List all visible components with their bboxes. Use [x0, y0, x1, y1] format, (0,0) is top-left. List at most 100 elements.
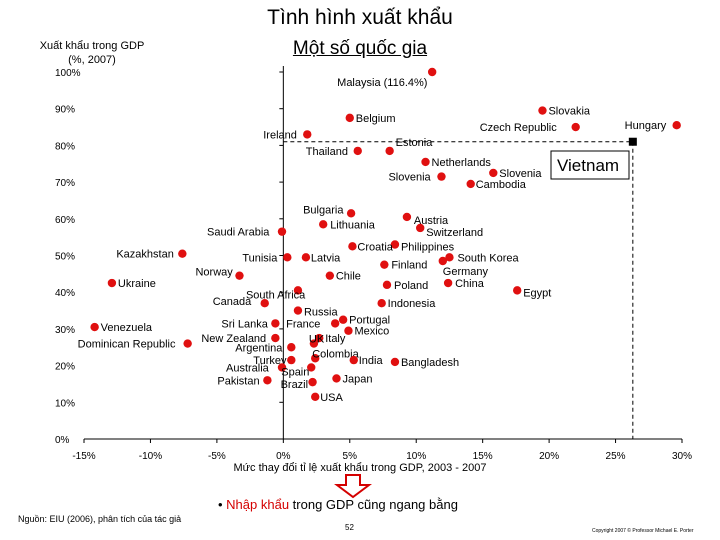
- y-tick-label: 40%: [55, 288, 75, 299]
- x-ticks: -15% -10% -5% 0% 5% 10% 15% 20% 25% 30%: [72, 439, 692, 462]
- label-france: France: [286, 318, 320, 330]
- label-japan: Japan: [342, 373, 372, 385]
- x-tick-label: 0%: [276, 451, 291, 462]
- label-norway: Norway: [195, 267, 233, 279]
- label-south-africa: South Africa: [246, 289, 306, 301]
- point-australia: [277, 363, 287, 372]
- label-mexico: Mexico: [354, 326, 389, 338]
- y-tick-label: 20%: [55, 362, 75, 373]
- point-slovenia: [437, 172, 446, 181]
- label-ireland: Ireland: [263, 129, 297, 141]
- point-usa: [311, 392, 320, 401]
- label-uk: UK: [309, 334, 325, 346]
- label-latvia: Latvia: [311, 252, 341, 264]
- label-philippines: Philippines: [401, 241, 455, 253]
- point-japan: [332, 374, 341, 383]
- y-tick-label: 90%: [55, 105, 75, 116]
- point-bangladesh: [390, 357, 400, 367]
- point-latvia: [301, 253, 311, 262]
- label-colombia: Colombia: [312, 348, 359, 360]
- point-kazakhstan: [178, 249, 187, 258]
- y-tick-label: 50%: [55, 252, 75, 263]
- point-brazil: [308, 377, 317, 387]
- point-new-zealand: [271, 333, 280, 343]
- vietnam-label-box: [550, 150, 630, 180]
- label-cambodia: Cambodia: [476, 179, 527, 191]
- x-tick-label: -10%: [139, 451, 162, 462]
- bullet-prefix: •: [218, 497, 227, 512]
- x-tick-label: -5%: [208, 451, 226, 462]
- copyright: Copyright 2007 © Professor Michael E. Po…: [592, 528, 694, 534]
- label-tunisia: Tunisia: [242, 252, 278, 264]
- label-poland: Poland: [394, 280, 428, 292]
- point-saudi-arabia: [277, 227, 287, 236]
- point-canada: [260, 299, 269, 308]
- label-argentina: Argentina: [235, 342, 283, 354]
- point-czech-republic: [571, 122, 580, 132]
- point-argentina: [287, 343, 296, 352]
- point-finland: [380, 260, 389, 269]
- y-tick-label: 10%: [55, 398, 75, 409]
- chart-subtitle: Một số quốc gia: [292, 38, 428, 59]
- x-tick-label: 15%: [473, 451, 493, 462]
- y-tick-label: 0%: [55, 435, 70, 446]
- label-saudi-arabia: Saudi Arabia: [207, 227, 270, 239]
- point-malaysia-116-4: [427, 67, 437, 77]
- point-netherlands: [421, 157, 430, 167]
- bullet-highlight: Nhập khẩu: [226, 497, 290, 512]
- point-indonesia: [377, 299, 386, 308]
- point-germany: [438, 256, 447, 266]
- label-australia: Australia: [226, 362, 270, 374]
- label-italy: Italy: [325, 333, 346, 345]
- label-south-korea: South Korea: [457, 252, 519, 264]
- x-tick-label: 5%: [343, 451, 358, 462]
- label-sri-lanka: Sri Lanka: [221, 318, 268, 330]
- label-pakistan: Pakistan: [217, 375, 259, 387]
- point-norway: [235, 271, 244, 280]
- label-chile: Chile: [336, 271, 361, 283]
- point-estonia: [385, 146, 394, 156]
- point-ukraine: [107, 278, 117, 288]
- point-bulgaria: [346, 209, 356, 218]
- point-philippines: [390, 240, 400, 249]
- label-bangladesh: Bangladesh: [401, 357, 459, 369]
- point-ireland: [303, 130, 312, 139]
- label-kazakhstan: Kazakhstan: [116, 249, 173, 261]
- x-tick-label: 30%: [672, 451, 692, 462]
- label-netherlands: Netherlands: [432, 157, 492, 169]
- label-new-zealand: New Zealand: [201, 333, 266, 345]
- y-axis-label: Xuất khẩu trong GDP (%, 2007): [39, 40, 145, 66]
- label-turkey: Turkey: [253, 355, 287, 367]
- point-sri-lanka: [271, 319, 280, 328]
- point-colombia: [311, 354, 320, 363]
- label-indonesia: Indonesia: [388, 298, 437, 310]
- label-slovenia: Slovenia: [499, 168, 542, 180]
- point-pakistan: [263, 376, 272, 385]
- point-china: [443, 278, 453, 288]
- point-portugal: [338, 315, 348, 324]
- bullet-rest: trong GDP cũng ngang bằng: [289, 497, 458, 512]
- label-china: China: [455, 278, 485, 290]
- point-thailand: [353, 146, 362, 156]
- label-switzerland: Switzerland: [426, 227, 483, 239]
- label-finland: Finland: [391, 260, 427, 272]
- label-spain: Spain: [281, 366, 309, 378]
- data-points: Malaysia (116.4%) Slovakia Belgium Hungary C…: [78, 67, 681, 404]
- label-egypt: Egypt: [523, 287, 551, 299]
- y-tick-label: 80%: [55, 141, 75, 152]
- y-tick-label: 100%: [55, 68, 81, 79]
- point-switzerland: [416, 223, 425, 233]
- y-ticks: 0% 10% 20% 30% 40% 50% 60% 70% 80% 90% 100%: [55, 68, 284, 446]
- point-turkey: [287, 355, 296, 365]
- point-austria: [402, 212, 412, 222]
- label-belgium: Belgium: [356, 113, 396, 125]
- label-thailand: Thailand: [306, 146, 348, 158]
- point-uk: [309, 339, 319, 348]
- y-tick-label: 70%: [55, 178, 75, 189]
- label-austria: Austria: [414, 215, 449, 227]
- source-note: Nguồn: EIU (2006), phân tích của tác giả: [18, 514, 182, 524]
- point-venezuela: [90, 322, 99, 332]
- point-france: [330, 319, 340, 328]
- page-number: 52: [345, 523, 354, 532]
- label-czech-republic: Czech Republic: [480, 122, 558, 134]
